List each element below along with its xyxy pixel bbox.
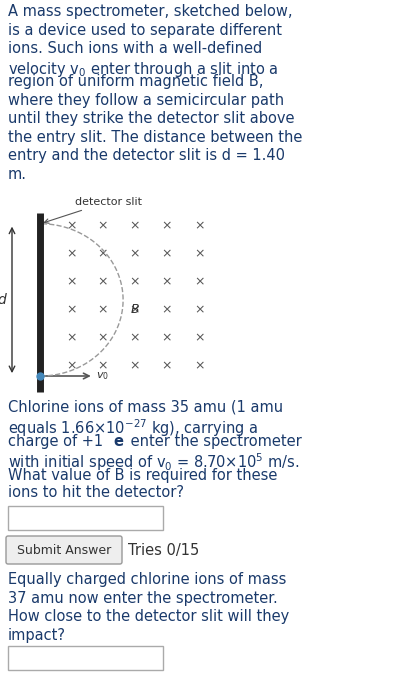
Text: A mass spectrometer, sketched below,
is a device used to separate different
ions: A mass spectrometer, sketched below, is …: [8, 4, 292, 79]
Text: ×: ×: [162, 359, 172, 372]
Text: What value of B is required for these: What value of B is required for these: [8, 468, 277, 483]
Text: Equally charged chlorine ions of mass
37 amu now enter the spectrometer.
How clo: Equally charged chlorine ions of mass 37…: [8, 572, 289, 643]
Text: ×: ×: [194, 219, 204, 232]
FancyBboxPatch shape: [8, 646, 163, 670]
Text: ×: ×: [194, 359, 204, 372]
Text: detector slit: detector slit: [44, 197, 142, 223]
Text: ×: ×: [97, 303, 107, 316]
Text: ×: ×: [67, 331, 77, 344]
Text: d: d: [0, 293, 6, 307]
Text: ×: ×: [67, 275, 77, 288]
Text: ×: ×: [67, 303, 77, 316]
Text: B: B: [130, 303, 139, 316]
Text: e: e: [113, 434, 123, 449]
Text: equals 1.66×10$^{-27}$ kg), carrying a: equals 1.66×10$^{-27}$ kg), carrying a: [8, 417, 259, 439]
Text: ×: ×: [129, 359, 140, 372]
Text: ×: ×: [162, 219, 172, 232]
Text: ×: ×: [97, 247, 107, 260]
Text: ×: ×: [129, 303, 140, 316]
Text: ×: ×: [67, 219, 77, 232]
Text: ×: ×: [162, 247, 172, 260]
Text: ×: ×: [97, 219, 107, 232]
Text: $v_0$: $v_0$: [96, 370, 109, 382]
FancyBboxPatch shape: [8, 506, 163, 530]
Text: ×: ×: [194, 331, 204, 344]
Text: ×: ×: [97, 331, 107, 344]
Text: ×: ×: [67, 359, 77, 372]
Text: ×: ×: [97, 275, 107, 288]
Text: ×: ×: [67, 247, 77, 260]
FancyBboxPatch shape: [6, 536, 122, 564]
Text: ×: ×: [194, 247, 204, 260]
Text: enter the spectrometer: enter the spectrometer: [126, 434, 302, 449]
Text: Submit Answer: Submit Answer: [17, 543, 111, 556]
Text: ions to hit the detector?: ions to hit the detector?: [8, 485, 184, 500]
Text: ×: ×: [194, 303, 204, 316]
Text: ×: ×: [129, 247, 140, 260]
Text: ×: ×: [162, 275, 172, 288]
Text: ×: ×: [97, 359, 107, 372]
Text: ×: ×: [162, 331, 172, 344]
Text: ×: ×: [129, 331, 140, 344]
Text: Chlorine ions of mass 35 amu (1 amu: Chlorine ions of mass 35 amu (1 amu: [8, 400, 283, 415]
Text: Tries 0/15: Tries 0/15: [128, 542, 199, 557]
Text: ×: ×: [129, 275, 140, 288]
Text: region of uniform magnetic field B,
where they follow a semicircular path
until : region of uniform magnetic field B, wher…: [8, 74, 303, 182]
Text: ×: ×: [162, 303, 172, 316]
Text: ×: ×: [129, 219, 140, 232]
Text: with initial speed of v$_0$ = 8.70×10$^5$ m/s.: with initial speed of v$_0$ = 8.70×10$^5…: [8, 451, 300, 473]
Text: ×: ×: [194, 275, 204, 288]
Text: charge of +1: charge of +1: [8, 434, 103, 449]
